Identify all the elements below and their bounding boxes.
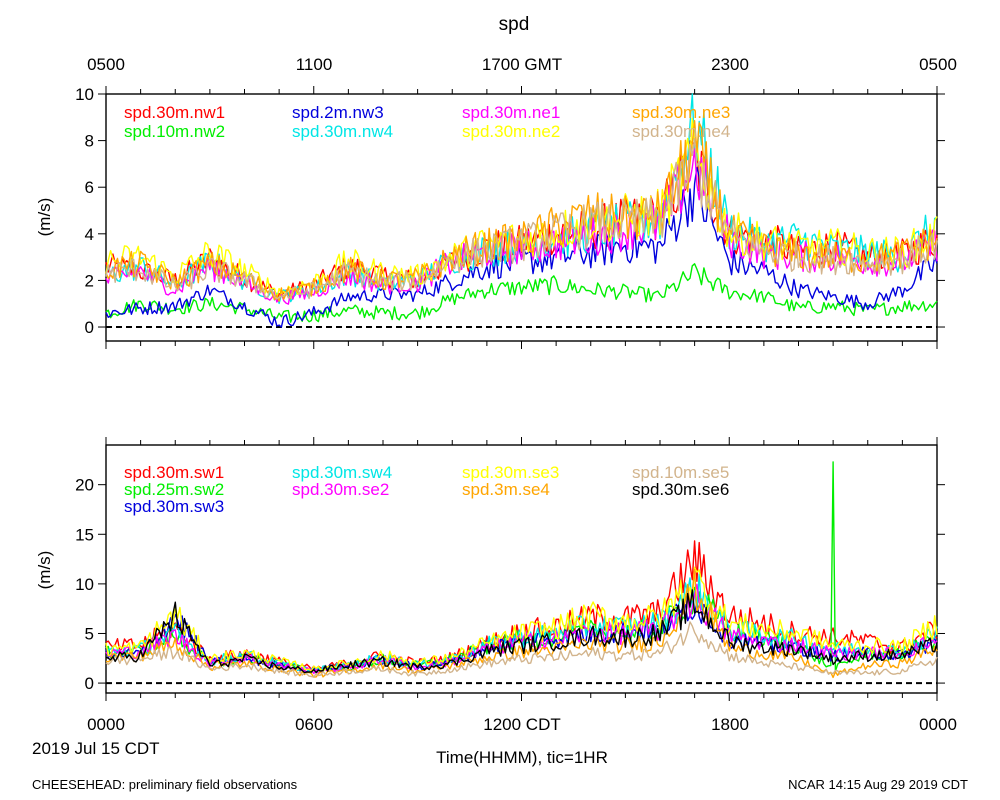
legend-entry: spd.10m.nw2 [124, 122, 225, 141]
series-line-spd.30m.se6 [105, 589, 938, 674]
y-tick-label: 5 [85, 624, 94, 643]
y-tick-label: 2 [85, 271, 94, 290]
upper-y-axis-label: (m/s) [35, 198, 54, 237]
y-tick-label: 0 [85, 318, 94, 337]
bottom-tick-label: 0000 [87, 715, 125, 734]
legend-entry: spd.30m.se3 [462, 463, 559, 482]
legend-entry: spd.30m.nw1 [124, 103, 225, 122]
series-line-spd.30m.ne2 [105, 117, 938, 300]
legend-entry: spd.30m.ne3 [632, 103, 730, 122]
series-line-spd.10m.nw2 [105, 263, 938, 323]
legend-entry: spd.30m.ne1 [462, 103, 560, 122]
top-tick-label: 0500 [87, 55, 125, 74]
y-tick-label: 0 [85, 674, 94, 693]
y-tick-label: 8 [85, 132, 94, 151]
series-line-spd.25m.sw2 [105, 461, 938, 674]
lower-y-axis-label: (m/s) [35, 551, 54, 590]
legend-entry: spd.2m.nw3 [292, 103, 384, 122]
lower-panel: 05101520spd.30m.sw1spd.25m.sw2spd.30m.sw… [75, 437, 945, 701]
y-tick-label: 4 [85, 225, 94, 244]
footer-left: CHEESEHEAD: preliminary field observatio… [32, 777, 298, 792]
upper-panel: 0246810spd.30m.nw1spd.10m.nw2spd.2m.nw3s… [75, 85, 945, 349]
legend-entry: spd.25m.sw2 [124, 480, 224, 499]
top-tick-label: 0500 [919, 55, 957, 74]
y-tick-label: 15 [75, 525, 94, 544]
legend-entry: spd.3m.se4 [462, 480, 550, 499]
bottom-tick-label: 1200 CDT [483, 715, 560, 734]
series-line-spd.3m.se4 [105, 568, 938, 679]
legend-entry: spd.30m.ne4 [632, 122, 730, 141]
top-tick-label: 1100 [296, 55, 333, 74]
legend-entry: spd.30m.se6 [632, 480, 729, 499]
bottom-tick-label: 1800 [711, 715, 749, 734]
chart-title: spd [499, 14, 530, 35]
y-tick-label: 10 [75, 85, 94, 104]
top-tick-label: 1700 GMT [482, 55, 562, 74]
top-tick-label: 2300 [711, 55, 749, 74]
legend-entry: spd.30m.se2 [292, 480, 389, 499]
y-tick-label: 10 [75, 575, 94, 594]
legend-entry: spd.10m.se5 [632, 463, 729, 482]
series-line-spd.30m.ne4 [105, 137, 938, 300]
legend-entry: spd.30m.ne2 [462, 122, 560, 141]
series-line-spd.10m.se5 [105, 621, 938, 678]
bottom-tick-label: 0000 [919, 715, 957, 734]
series-line-spd.30m.nw1 [105, 140, 938, 302]
legend-entry: spd.30m.sw1 [124, 463, 224, 482]
date-label: 2019 Jul 15 CDT [32, 739, 160, 758]
bottom-tick-label: 0600 [295, 715, 333, 734]
legend-entry: spd.30m.sw4 [292, 463, 392, 482]
legend-entry: spd.30m.nw4 [292, 122, 393, 141]
footer-right: NCAR 14:15 Aug 29 2019 CDT [788, 777, 968, 792]
series-line-spd.30m.se3 [105, 566, 938, 673]
x-axis-label: Time(HHMM), tic=1HR [436, 748, 608, 767]
y-tick-label: 20 [75, 476, 94, 495]
legend-entry: spd.30m.sw3 [124, 497, 224, 516]
y-tick-label: 6 [85, 178, 94, 197]
